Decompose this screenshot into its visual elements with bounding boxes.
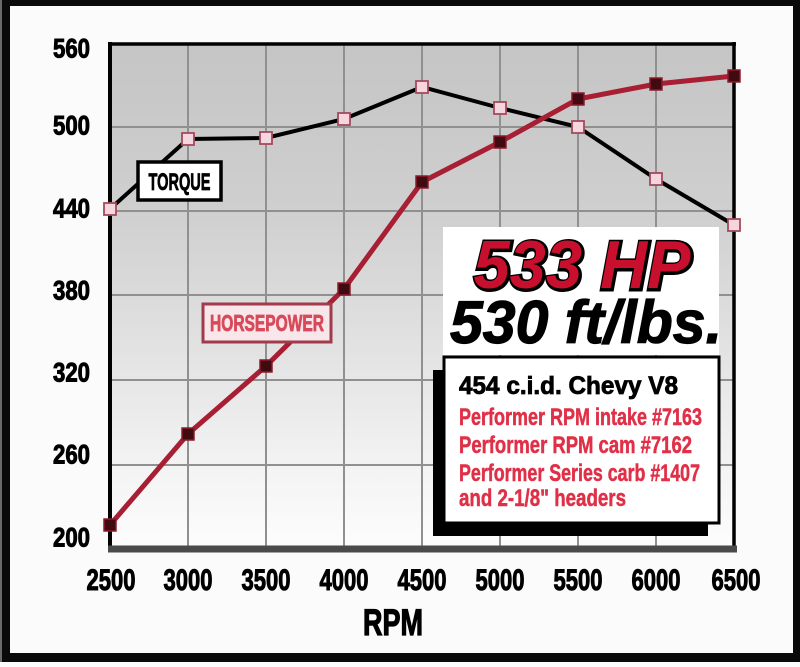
svg-text:4000: 4000 (320, 564, 369, 597)
svg-text:RPM: RPM (363, 602, 423, 643)
svg-text:4500: 4500 (398, 564, 447, 597)
svg-text:Performer RPM cam #7162: Performer RPM cam #7162 (459, 432, 692, 459)
svg-text:500: 500 (53, 111, 90, 141)
svg-text:6000: 6000 (632, 564, 681, 597)
svg-text:HORSEPOWER: HORSEPOWER (210, 310, 324, 336)
svg-text:TORQUE: TORQUE (149, 169, 211, 196)
svg-text:440: 440 (53, 194, 90, 224)
svg-text:560: 560 (53, 34, 90, 64)
svg-text:5000: 5000 (476, 564, 525, 597)
svg-text:380: 380 (53, 276, 90, 306)
svg-text:2500: 2500 (87, 564, 136, 597)
svg-text:5500: 5500 (554, 564, 603, 597)
svg-text:533 HP: 533 HP (474, 227, 692, 303)
svg-text:454 c.i.d. Chevy V8: 454 c.i.d. Chevy V8 (459, 372, 678, 400)
svg-text:and 2-1/8" headers: and 2-1/8" headers (459, 485, 626, 512)
svg-text:Performer Series carb #1407: Performer Series carb #1407 (459, 460, 700, 487)
svg-text:6500: 6500 (712, 564, 761, 597)
svg-text:Performer RPM intake #7163: Performer RPM intake #7163 (459, 404, 702, 431)
svg-text:200: 200 (53, 523, 90, 553)
svg-text:533 HP: 533 HP (475, 228, 693, 304)
svg-text:530 ft/lbs.: 530 ft/lbs. (450, 289, 722, 356)
svg-text:260: 260 (53, 440, 90, 470)
svg-text:320: 320 (53, 358, 90, 388)
svg-text:3000: 3000 (164, 564, 213, 597)
svg-text:3500: 3500 (242, 564, 291, 597)
